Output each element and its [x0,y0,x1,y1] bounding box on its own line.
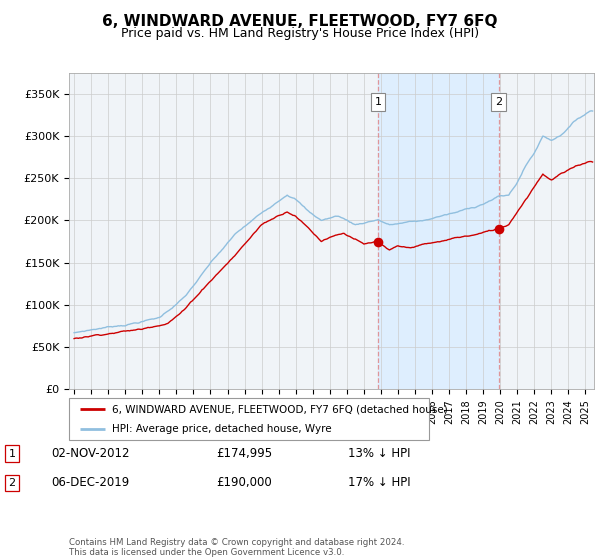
Text: 6, WINDWARD AVENUE, FLEETWOOD, FY7 6FQ (detached house): 6, WINDWARD AVENUE, FLEETWOOD, FY7 6FQ (… [112,404,448,414]
Bar [378,73,499,389]
Text: 6, WINDWARD AVENUE, FLEETWOOD, FY7 6FQ: 6, WINDWARD AVENUE, FLEETWOOD, FY7 6FQ [102,14,498,29]
Text: 17% ↓ HPI: 17% ↓ HPI [348,476,410,489]
Text: 1: 1 [374,97,382,108]
Text: £190,000: £190,000 [216,476,272,489]
Text: 02-NOV-2012: 02-NOV-2012 [51,447,130,460]
Text: 13% ↓ HPI: 13% ↓ HPI [348,447,410,460]
Text: Contains HM Land Registry data © Crown copyright and database right 2024.
This d: Contains HM Land Registry data © Crown c… [69,538,404,557]
Text: 2: 2 [8,478,16,488]
Text: 1: 1 [8,449,16,459]
Text: HPI: Average price, detached house, Wyre: HPI: Average price, detached house, Wyre [112,424,332,434]
Text: £174,995: £174,995 [216,447,272,460]
Text: 06-DEC-2019: 06-DEC-2019 [51,476,129,489]
Text: 2: 2 [496,97,502,108]
Text: Price paid vs. HM Land Registry's House Price Index (HPI): Price paid vs. HM Land Registry's House … [121,27,479,40]
